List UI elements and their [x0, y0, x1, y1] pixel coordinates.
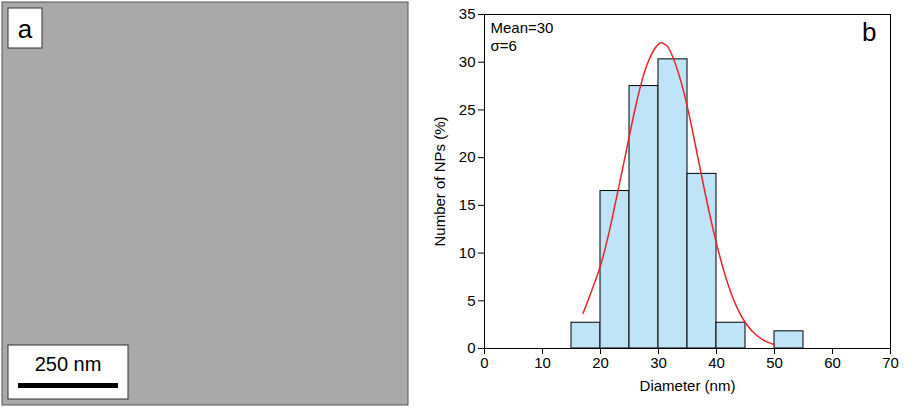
svg-text:20: 20: [592, 354, 609, 371]
svg-text:0: 0: [467, 339, 475, 356]
svg-text:Number of NPs (%): Number of NPs (%): [431, 116, 448, 246]
svg-text:a: a: [18, 14, 33, 44]
svg-text:70: 70: [882, 354, 899, 371]
svg-text:5: 5: [467, 292, 475, 309]
svg-text:35: 35: [459, 5, 476, 22]
svg-text:50: 50: [766, 354, 783, 371]
svg-text:40: 40: [708, 354, 725, 371]
svg-text:30: 30: [459, 53, 476, 70]
svg-text:15: 15: [459, 196, 476, 213]
svg-text:25: 25: [459, 101, 476, 118]
svg-text:60: 60: [824, 354, 841, 371]
svg-text:Diameter (nm): Diameter (nm): [640, 377, 736, 394]
svg-text:30: 30: [650, 354, 667, 371]
svg-text:0: 0: [480, 354, 488, 371]
svg-text:20: 20: [459, 148, 476, 165]
svg-text:b: b: [862, 17, 876, 47]
svg-text:250 nm: 250 nm: [35, 353, 102, 375]
svg-text:10: 10: [534, 354, 551, 371]
svg-text:10: 10: [459, 244, 476, 261]
svg-text:Mean=30σ=6: Mean=30σ=6: [491, 19, 554, 54]
